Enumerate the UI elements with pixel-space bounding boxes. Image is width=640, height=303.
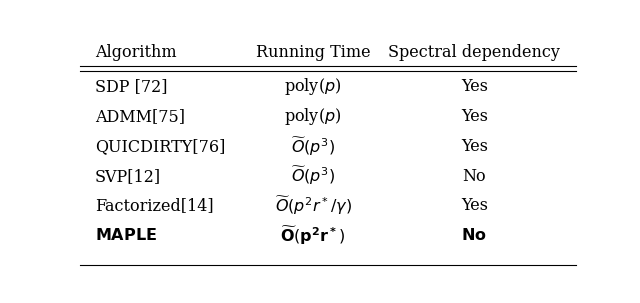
Text: $\widetilde{\mathbf{O}}(\mathbf{p^2r^*})$: $\widetilde{\mathbf{O}}(\mathbf{p^2r^*})… xyxy=(280,225,346,247)
Text: QUICDIRTY[76]: QUICDIRTY[76] xyxy=(95,138,225,155)
Text: Running Time: Running Time xyxy=(256,44,371,61)
Text: ADMM[75]: ADMM[75] xyxy=(95,108,185,125)
Text: $\widetilde{O}(p^3)$: $\widetilde{O}(p^3)$ xyxy=(291,165,335,188)
Text: $\mathbf{No}$: $\mathbf{No}$ xyxy=(461,227,487,244)
Text: Algorithm: Algorithm xyxy=(95,44,177,61)
Text: SVP[12]: SVP[12] xyxy=(95,168,161,185)
Text: Yes: Yes xyxy=(461,78,488,95)
Text: $\widetilde{O}(p^3)$: $\widetilde{O}(p^3)$ xyxy=(291,135,335,158)
Text: Factorized[14]: Factorized[14] xyxy=(95,198,214,215)
Text: poly($p$): poly($p$) xyxy=(284,106,342,127)
Text: Yes: Yes xyxy=(461,198,488,215)
Text: Yes: Yes xyxy=(461,138,488,155)
Text: Yes: Yes xyxy=(461,108,488,125)
Text: Spectral dependency: Spectral dependency xyxy=(388,44,560,61)
Text: $\widetilde{O}(p^2r^*/\gamma)$: $\widetilde{O}(p^2r^*/\gamma)$ xyxy=(275,195,351,217)
Text: poly($p$): poly($p$) xyxy=(284,76,342,97)
Text: No: No xyxy=(463,168,486,185)
Text: SDP [72]: SDP [72] xyxy=(95,78,168,95)
Text: $\mathbf{MAPLE}$: $\mathbf{MAPLE}$ xyxy=(95,227,157,244)
